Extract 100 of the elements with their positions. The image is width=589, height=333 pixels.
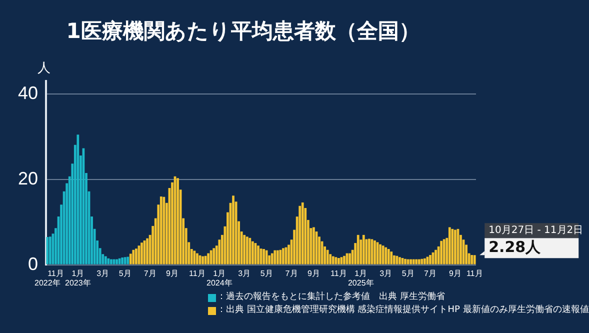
x-tick-label: 11月: [48, 268, 64, 278]
bar: [326, 250, 329, 264]
bar: [356, 234, 360, 264]
x-tick-label: 11月: [466, 268, 483, 278]
y-tick-label: 0: [28, 254, 38, 274]
bar: [374, 240, 376, 264]
bar: [312, 227, 315, 264]
bar: [274, 250, 276, 264]
bar: [243, 234, 246, 264]
bar: [332, 256, 334, 264]
bar: [104, 256, 107, 264]
bar: [440, 240, 443, 264]
bar: [412, 259, 415, 264]
x-tick-label: 3月: [380, 268, 392, 278]
bar: [379, 244, 382, 264]
x-tick-label: 9月: [307, 268, 320, 278]
bar: [404, 258, 406, 264]
chart-title: 1医療機関あたり平均患者数（全国）: [66, 19, 420, 44]
bar: [338, 258, 340, 264]
bar: [132, 250, 135, 264]
bar: [415, 259, 418, 264]
bar: [418, 259, 420, 264]
bar: [298, 206, 302, 264]
bar: [49, 236, 52, 264]
x-tick-label: 5月: [118, 268, 132, 278]
x-tick-label: 1月 2023年: [65, 268, 91, 288]
bar: [76, 134, 80, 264]
bar: [160, 196, 162, 264]
bar: [248, 238, 252, 264]
bar: [135, 248, 138, 264]
x-tick-label: 1月 2024年: [206, 268, 232, 288]
x-tick-label: 9月: [166, 268, 178, 278]
bar: [262, 249, 265, 264]
bar: [246, 236, 248, 264]
bar: [368, 238, 370, 264]
bar: [410, 259, 412, 264]
bar: [429, 254, 432, 264]
bar: [121, 258, 124, 264]
bar: [162, 196, 166, 264]
x-tick-label: 9月: [448, 268, 462, 278]
bar: [252, 241, 254, 264]
x-tick-label: 7月: [424, 268, 436, 278]
x-tick-label: 2022年: [34, 278, 60, 288]
legend-label: ：出典 国立健康危機管理研究機構 感染症情報提供サイトHP 最新値のみ厚生労働省の速報値: [217, 304, 589, 317]
x-tick-label: 7月: [285, 268, 298, 278]
bar: [448, 227, 451, 264]
bar: [420, 258, 424, 264]
bar: [196, 253, 198, 264]
bar: [434, 250, 437, 264]
bar: [470, 254, 474, 264]
text: 10月27日 - 11月2日: [488, 225, 584, 236]
bar: [146, 238, 148, 264]
bar: [362, 234, 365, 264]
bar: [329, 254, 332, 264]
x-tick-label: 11月: [330, 268, 347, 278]
bar: [406, 259, 410, 264]
bar: [129, 254, 132, 264]
x-tick-label: 7月: [144, 268, 156, 278]
bar: [207, 253, 210, 264]
bar: [110, 259, 112, 264]
bar: [442, 239, 446, 264]
bar: [232, 196, 234, 264]
x-tick-label: 11月: [189, 268, 206, 278]
bar: [392, 255, 396, 264]
bar: [473, 255, 476, 264]
bar: [454, 230, 456, 264]
bar: [176, 178, 179, 264]
y-tick-label: 40: [18, 82, 38, 103]
x-tick-label: 5月: [260, 268, 273, 278]
bar: [384, 247, 388, 264]
x-tick-label: 1月 2025年: [348, 268, 374, 288]
bar: [212, 248, 216, 264]
bar: [140, 242, 143, 264]
bar: [257, 246, 260, 264]
bar: [301, 202, 304, 264]
bar: [424, 258, 426, 264]
legend-label: ：過去の報告をもとに集計した参考値 出典 厚生労働省: [217, 291, 445, 304]
x-tick-label: 5月: [402, 268, 414, 278]
bar: [276, 250, 279, 264]
bar: [398, 257, 401, 264]
x-tick-label: 3月: [238, 268, 251, 278]
bar: [270, 253, 274, 264]
bar: [334, 257, 338, 264]
bar: [282, 248, 284, 264]
bar: [202, 256, 204, 264]
y-tick-label: 20: [18, 168, 38, 188]
bar: [210, 250, 212, 264]
bar: [124, 257, 126, 264]
y-axis-title: 人: [38, 61, 51, 76]
bar: [343, 256, 346, 264]
bar: [387, 249, 390, 264]
x-tick-label: 3月: [96, 268, 110, 278]
bar: [365, 239, 368, 264]
bar: [116, 259, 118, 264]
text: 2.28人: [488, 238, 542, 256]
bar: [390, 252, 393, 264]
bar: [451, 228, 454, 264]
bar: [112, 259, 116, 264]
bar: [348, 253, 351, 264]
bar: [126, 256, 130, 264]
